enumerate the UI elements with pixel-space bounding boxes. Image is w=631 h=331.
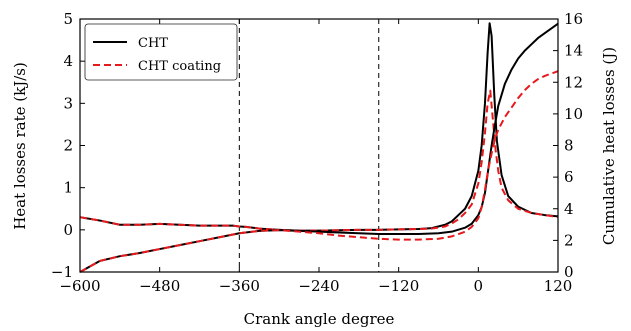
legend: CHT CHT coating bbox=[84, 23, 238, 81]
y-right-tick-label: 10 bbox=[564, 105, 583, 123]
y-axis-left-label: Heat losses rate (kJ/s) bbox=[11, 62, 29, 230]
y-right-tick-label: 12 bbox=[564, 73, 583, 91]
y-right-tick-label: 14 bbox=[564, 42, 583, 60]
y-right-tick-label: 6 bbox=[564, 168, 574, 186]
y-left-tick-label: 0 bbox=[63, 221, 73, 239]
ticks: −600 −480 −360 −240 −120 0 120−101234502468101… bbox=[51, 10, 583, 295]
y-left-tick-label: 5 bbox=[63, 10, 73, 28]
x-tick-label: 120 bbox=[544, 277, 573, 295]
x-tick-label: −480 bbox=[139, 277, 180, 295]
y-right-tick-label: 8 bbox=[564, 137, 574, 155]
legend-label-cht: CHT bbox=[138, 36, 168, 51]
y-right-tick-label: 2 bbox=[564, 231, 574, 249]
y-left-tick-label: −1 bbox=[51, 263, 73, 281]
y-right-tick-label: 16 bbox=[564, 10, 583, 28]
x-tick-label: −240 bbox=[298, 277, 339, 295]
plot-frame bbox=[79, 18, 559, 273]
y-left-tick-label: 4 bbox=[63, 52, 73, 70]
x-axis-label: Crank angle degree bbox=[244, 310, 395, 328]
x-tick-label: −360 bbox=[219, 277, 260, 295]
y-left-tick-label: 1 bbox=[63, 179, 73, 197]
y-right-tick-label: 0 bbox=[564, 263, 574, 281]
legend-label-cht-coating: CHT coating bbox=[138, 59, 221, 74]
y-left-tick-label: 3 bbox=[63, 94, 73, 112]
x-tick-label: −120 bbox=[378, 277, 419, 295]
x-tick-label: −600 bbox=[59, 277, 100, 295]
y-axis-right-label: Cumulative heat losses (J) bbox=[600, 47, 618, 245]
rate-series-line bbox=[79, 89, 559, 232]
legend-box bbox=[84, 23, 238, 81]
plot-area bbox=[79, 19, 559, 273]
y-left-tick-label: 2 bbox=[63, 137, 73, 155]
y-right-tick-label: 4 bbox=[564, 200, 574, 218]
x-tick-label: 0 bbox=[474, 277, 484, 295]
cumulative-series-line bbox=[79, 70, 559, 273]
